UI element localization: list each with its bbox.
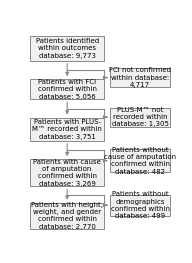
Text: Patients identified
within outcomes
database: 9,773: Patients identified within outcomes data… bbox=[36, 38, 99, 58]
Text: Patients without
cause of amputation
confirmed within
database: 482: Patients without cause of amputation con… bbox=[104, 147, 176, 175]
FancyBboxPatch shape bbox=[30, 79, 104, 99]
Text: PLUS-M™ not
recorded within
database: 1,305: PLUS-M™ not recorded within database: 1,… bbox=[112, 107, 169, 127]
FancyBboxPatch shape bbox=[30, 203, 104, 229]
Text: Patients with PLUS-
M™ recorded within
database: 3,751: Patients with PLUS- M™ recorded within d… bbox=[32, 119, 102, 139]
FancyBboxPatch shape bbox=[30, 118, 104, 141]
FancyBboxPatch shape bbox=[30, 36, 104, 61]
Text: Patients with height,
weight, and gender
confirmed within
database: 2,770: Patients with height, weight, and gender… bbox=[31, 202, 103, 230]
Text: FCI not confirmed
within database:
4,717: FCI not confirmed within database: 4,717 bbox=[109, 67, 171, 88]
FancyBboxPatch shape bbox=[110, 108, 170, 127]
Text: Patients without
demographics
confirmed within
database: 499: Patients without demographics confirmed … bbox=[111, 191, 170, 219]
FancyBboxPatch shape bbox=[110, 149, 170, 172]
FancyBboxPatch shape bbox=[110, 195, 170, 216]
FancyBboxPatch shape bbox=[110, 68, 170, 87]
Text: Patients with FCI
confirmed within
database: 5,056: Patients with FCI confirmed within datab… bbox=[38, 79, 97, 99]
Text: Patients with cause
of amputation
confirmed within
database: 3,269: Patients with cause of amputation confir… bbox=[33, 159, 101, 187]
FancyBboxPatch shape bbox=[30, 159, 104, 186]
